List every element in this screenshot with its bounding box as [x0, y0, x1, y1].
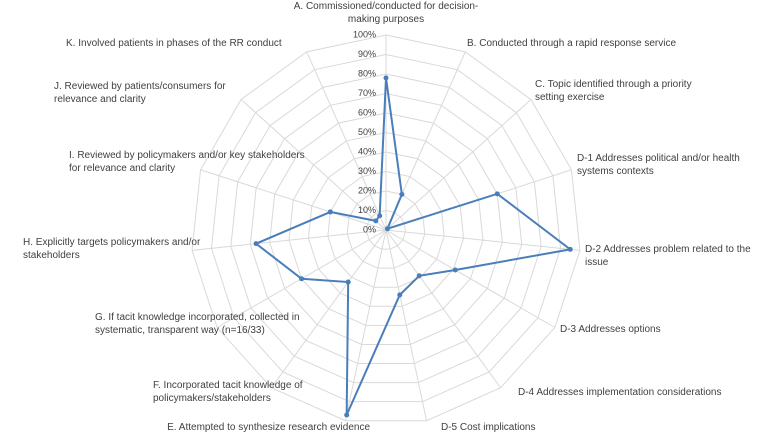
axis-label: K. Involved patients in phases of the RR…	[66, 38, 282, 49]
grid-ring	[210, 53, 562, 403]
data-point	[567, 246, 573, 252]
y-tick-label: 30%	[358, 166, 376, 176]
spoke	[344, 229, 387, 421]
series-line	[254, 77, 573, 416]
y-tick-label: 60%	[358, 107, 376, 117]
data-point	[384, 226, 390, 232]
y-tick-label: 10%	[358, 205, 376, 215]
y-tick-label: 50%	[358, 127, 376, 137]
grid-ring	[327, 170, 445, 288]
data-point	[253, 241, 259, 247]
y-tick-label: 0%	[363, 224, 376, 234]
y-tick-label: 80%	[358, 68, 376, 78]
data-point	[383, 75, 389, 81]
y-tick-label: 100%	[353, 29, 376, 39]
spoke	[306, 51, 387, 231]
data-point	[345, 279, 351, 285]
axis-label: D-1 Addresses political and/or health sy…	[577, 153, 740, 177]
axis-label: E. Attempted to synthesize research evid…	[167, 422, 370, 433]
data-point	[452, 267, 458, 273]
axis-label: D-3 Addresses options	[560, 324, 661, 335]
data-point	[416, 273, 422, 279]
axis-label: B. Conducted through a rapid response se…	[467, 38, 677, 49]
grid-ring	[191, 34, 581, 422]
spoke	[192, 229, 387, 251]
axis-label: J. Reviewed by patients/consumers for re…	[54, 81, 226, 105]
spoke	[385, 229, 556, 328]
data-point	[377, 213, 383, 219]
data-point	[397, 292, 403, 298]
y-tick-label: 20%	[358, 185, 376, 195]
spoke	[385, 99, 532, 231]
axis-label: I. Reviewed by policymakers and/or key s…	[69, 150, 305, 174]
axis-label: H. Explicitly targets policymakers and/o…	[23, 237, 201, 261]
data-point	[494, 191, 500, 197]
data-point	[373, 218, 379, 224]
grid-ring	[230, 73, 542, 384]
spoke	[385, 229, 580, 251]
spoke	[385, 229, 428, 421]
grid-ring	[307, 151, 465, 307]
spoke	[200, 169, 387, 231]
y-tick-label: 90%	[358, 49, 376, 59]
axis-label: A. Commissioned/conducted for decision-m…	[293, 1, 479, 25]
axis-label: D-4 Addresses implementation considerati…	[518, 387, 722, 398]
y-tick-label: 70%	[358, 88, 376, 98]
data-point	[299, 276, 305, 282]
spoke	[270, 229, 387, 389]
grid-ring	[249, 92, 523, 365]
spoke	[385, 229, 502, 389]
data-point	[344, 412, 350, 418]
grid-ring	[346, 190, 426, 269]
axis-label: C. Topic identified through a priority s…	[535, 79, 692, 103]
axis-label: D-2 Addresses problem related to the iss…	[585, 244, 751, 268]
data-point	[399, 191, 405, 197]
spoke	[240, 99, 387, 231]
y-tick-label: 40%	[358, 146, 376, 156]
grid-ring	[269, 112, 503, 345]
axis-label: G. If tacit knowledge incorporated, coll…	[95, 312, 300, 336]
axis-label: F. Incorporated tacit knowledge of polic…	[153, 380, 303, 404]
axis-label: D-5 Cost implications	[441, 422, 536, 433]
data-point	[327, 209, 333, 215]
